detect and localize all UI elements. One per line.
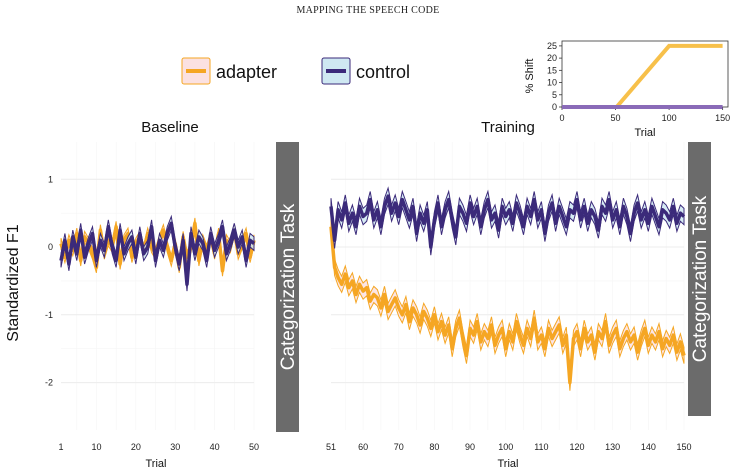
categorization-block-right: Categorization Task [688, 142, 711, 416]
x-tick-label: 30 [170, 442, 180, 452]
series-ribbon-control [330, 186, 685, 256]
inset-x-tick-label: 50 [611, 113, 621, 123]
x-tick-label: 50 [249, 442, 259, 452]
panel-title-training: Training [481, 119, 535, 136]
series-line-control [59, 221, 256, 287]
x-axis-title-baseline: Trial [146, 458, 167, 470]
x-tick-label: 120 [570, 442, 585, 452]
inset-y-tick-label: 20 [547, 53, 557, 63]
x-tick-label: 100 [498, 442, 513, 452]
categorization-label-right: Categorization Task [690, 195, 711, 362]
legend: adapter control [181, 57, 410, 85]
legend-control-label: control [356, 62, 410, 82]
categorization-block-left: Categorization Task [276, 142, 299, 432]
inset-y-title: % Shift [524, 59, 536, 94]
x-tick-label: 1 [58, 442, 63, 452]
y-tick-label: 1 [48, 174, 53, 184]
shift-inset: % Shift Trial 0 5 10 15 20 25 0 50 100 150 [524, 40, 730, 139]
x-tick-label: 90 [465, 442, 475, 452]
x-tick-label: 60 [358, 442, 368, 452]
inset-y-tick-label: 5 [552, 90, 557, 100]
series-line-control [329, 194, 686, 249]
running-head: MAPPING THE SPEECH CODE [296, 5, 439, 16]
x-tick-label: 110 [534, 442, 548, 452]
x-tick-label: 40 [210, 442, 220, 452]
x-tick-label: 130 [605, 442, 620, 452]
x-tick-label: 80 [429, 442, 439, 452]
categorization-box-right [688, 142, 711, 416]
inset-y-tick-label: 15 [547, 65, 557, 75]
x-tick-label: 70 [394, 442, 404, 452]
inset-x-tick-label: 0 [559, 113, 564, 123]
x-tick-label: 51 [326, 442, 336, 452]
baseline-panel: 10-1-21 10 20 30 40 50 [45, 142, 259, 452]
y-tick-label: 0 [48, 242, 53, 252]
legend-adapter-label: adapter [216, 62, 277, 82]
categorization-box-left [276, 142, 299, 432]
x-tick-label: 20 [131, 442, 141, 452]
x-tick-label: 10 [91, 442, 101, 452]
inset-y-tick-label: 0 [552, 102, 557, 112]
y-tick-label: -2 [45, 378, 53, 388]
inset-x-title: Trial [635, 127, 656, 139]
y-tick-label: -1 [45, 310, 53, 320]
x-tick-label: 140 [641, 442, 656, 452]
inset-y-tick-label: 10 [547, 78, 557, 88]
inset-x-tick-label: 100 [662, 113, 677, 123]
training-panel: 51 60 70 80 90 100 110 120 130 140 150 [326, 142, 692, 452]
series-ribbon-adapter [330, 218, 685, 391]
categorization-label-left: Categorization Task [278, 203, 299, 370]
x-axis-title-training: Trial [498, 458, 519, 470]
inset-x-tick-label: 150 [715, 113, 730, 123]
y-axis-title: Standardized F1 [5, 224, 22, 342]
series-line-adapter [329, 226, 686, 385]
inset-y-tick-label: 25 [547, 41, 557, 51]
panel-title-baseline: Baseline [141, 119, 199, 136]
x-tick-label: 150 [676, 442, 691, 452]
